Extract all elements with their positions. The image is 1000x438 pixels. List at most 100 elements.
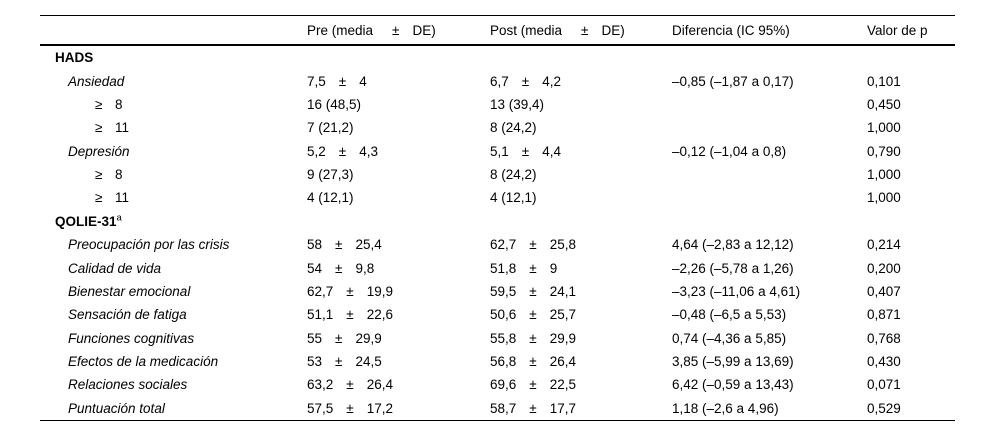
table-row: Funciones cognitivas 55 ±29,9 55,8 ±29,9 0,74… [40,327,955,350]
sd-value: 24,5 [355,354,382,370]
difference-cell: 6,42 (–0,59 a 13,43) [672,377,794,393]
mean-value: 57,5 [307,400,334,416]
greater-equal-symbol: ≥ [95,120,103,136]
row-label-cell: Preocupación por las crisis [40,237,307,252]
row-label: Relaciones sociales [68,377,188,393]
difference-cell: –0,48 (–6,5 a 5,53) [672,307,787,323]
difference-cell: –3,23 (–11,06 a 4,61) [672,283,801,299]
post-value-cell: 59,5 ±24,1 [490,284,672,299]
table-row: Bienestar emocional 62,7 ±19,9 59,5 ±24,1 –3,… [40,280,955,303]
count-value: 7 (21,2) [307,120,354,136]
difference-cell: 3,85 (–5,99 a 13,69) [672,354,794,370]
table-row: Calidad de vida 54 ±9,8 51,8 ±9 –2,26 (–5,78 … [40,256,955,279]
mean-value: 62,7 [490,237,517,253]
plus-minus-symbol: ± [346,307,354,323]
pre-value-cell: 58 ±25,4 [307,237,490,252]
table-row: Preocupación por las crisis 58 ±25,4 62,7 ±2… [40,233,955,256]
mean-value: 7,5 [307,73,326,89]
row-label: Funciones cognitivas [68,330,195,346]
count-value: 16 (48,5) [307,96,362,112]
mean-value: 55 [307,330,323,346]
pre-value-cell: 57,5 ±17,2 [307,401,490,416]
sd-value: 22,6 [366,307,393,323]
post-value-cell: 8 (24,2) [490,167,672,182]
row-label-cell: Bienestar emocional [40,284,307,299]
plus-minus-symbol: ± [529,283,537,299]
row-label: Calidad de vida [68,260,162,276]
pre-value-cell: 63,2 ±26,4 [307,377,490,392]
plus-minus-symbol: ± [529,260,537,276]
post-value-cell: 13 (39,4) [490,97,672,112]
p-value-cell: 0,871 [867,307,901,323]
row-label-cell: Puntuación total [40,401,307,416]
row-label-cell: Depresión [40,144,307,159]
plus-minus-symbol: ± [335,354,343,370]
plus-minus-symbol: ± [529,307,537,323]
table-row: Depresión 5,2 ±4,3 5,1 ±4,4 –0,12 (–1,04 a 0,… [40,140,955,163]
pre-value-cell: 53 ±24,5 [307,354,490,369]
plus-minus-symbol: ± [392,22,400,38]
sd-value: 17,2 [366,400,393,416]
plus-minus-symbol: ± [529,330,537,346]
greater-equal-symbol: ≥ [95,167,103,183]
mean-value: 54 [307,260,323,276]
row-label-cell: HADS [40,50,307,65]
difference-cell: –0,12 (–1,04 a 0,8) [672,143,787,159]
sd-value: 4,4 [542,143,561,159]
col-header-post: Post (media ± DE) [490,23,672,38]
table-row: ≥11 4 (12,1) 4 (12,1) 1,000 [40,186,955,209]
post-value-cell: 8 (24,2) [490,120,672,135]
mean-value: 50,6 [490,307,517,323]
plus-minus-symbol: ± [521,73,530,89]
row-label-cell: Relaciones sociales [40,377,307,392]
mean-value: 69,6 [490,377,517,393]
post-value-cell: 55,8 ±29,9 [490,331,672,346]
sd-value: 22,5 [549,377,576,393]
table-row: ≥11 7 (21,2) 8 (24,2) 1,000 [40,116,955,139]
plus-minus-symbol: ± [335,237,343,253]
p-value-cell: 0,101 [867,73,901,89]
mean-value: 59,5 [490,283,517,299]
row-label: Preocupación por las crisis [68,237,230,253]
table-row: Sensación de fatiga 51,1 ±22,6 50,6 ±25,7 –0,… [40,303,955,326]
row-label-cell: QOLIE-31a [40,214,307,229]
plus-minus-symbol: ± [346,283,354,299]
threshold-value: 11 [115,120,130,136]
p-value-cell: 0,430 [867,354,901,370]
post-value-cell: 4 (12,1) [490,190,672,205]
row-label-cell: Calidad de vida [40,261,307,276]
post-value-cell: 56,8 ±26,4 [490,354,672,369]
post-value-cell: 5,1 ±4,4 [490,144,672,159]
difference-cell: 0,74 (–4,36 a 5,85) [672,330,787,346]
col-header-p-value: Valor de p [867,22,928,38]
plus-minus-symbol: ± [521,143,530,159]
count-value: 9 (27,3) [307,167,354,183]
threshold-value: 11 [115,190,130,206]
count-value: 8 (24,2) [490,120,537,136]
p-value-cell: 0,200 [867,260,901,276]
plus-minus-symbol: ± [581,22,589,38]
p-value-cell: 1,000 [867,120,901,136]
row-label-cell: Efectos de la medicación [40,354,307,369]
mean-value: 5,2 [307,143,326,159]
plus-minus-symbol: ± [529,237,537,253]
sd-value: 26,4 [549,354,576,370]
post-value-cell: 62,7 ±25,8 [490,237,672,252]
greater-equal-symbol: ≥ [95,190,103,206]
row-label-cell: Sensación de fatiga [40,307,307,322]
row-label-cell: ≥11 [40,120,307,135]
sd-value: 29,9 [355,330,382,346]
count-value: 13 (39,4) [490,96,545,112]
sd-value: 24,1 [549,283,576,299]
sd-value: 4,3 [359,143,378,159]
sd-value: 25,7 [549,307,576,323]
greater-equal-symbol: ≥ [95,96,103,112]
plus-minus-symbol: ± [338,73,347,89]
sd-value: 17,7 [549,400,576,416]
difference-cell: 1,18 (–2,6 a 4,96) [672,400,779,416]
sd-value: 9,8 [355,260,375,276]
row-label: HADS [55,50,94,66]
pre-value-cell: 16 (48,5) [307,97,490,112]
row-label: QOLIE-31 [55,213,117,229]
plus-minus-symbol: ± [529,377,537,393]
